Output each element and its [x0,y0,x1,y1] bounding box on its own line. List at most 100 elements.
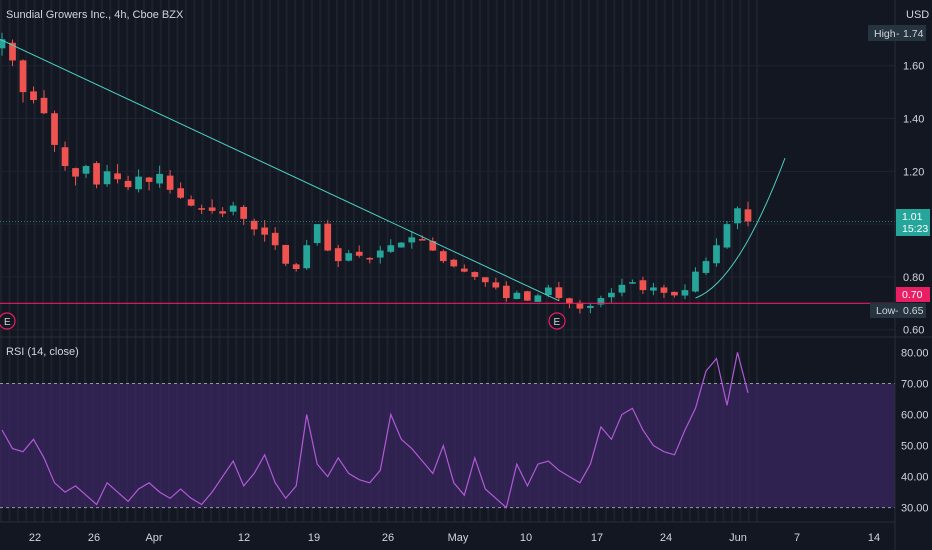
candle-body [334,248,342,262]
candle-body [345,253,353,261]
earnings-marker-2-label: E [554,317,561,328]
candle-body [40,97,48,114]
candle-body [650,287,657,291]
svg-text:-: - [895,305,899,317]
high-tag-label: High [874,28,896,40]
session-stripe [58,0,61,522]
session-stripe [16,0,19,522]
session-stripe [235,0,238,522]
session-stripe [142,0,145,522]
session-stripe [411,0,414,522]
session-stripe [361,0,364,522]
earnings-marker-2[interactable]: E [548,312,566,330]
currency-label: USD [906,9,929,21]
session-stripe [520,0,523,522]
candle-body [502,285,510,299]
candle-body [303,245,311,269]
candle-body [198,208,205,210]
time-tick-label: Jun [729,532,747,544]
session-stripe [193,0,196,522]
session-stripe [529,0,532,522]
session-stripe [436,0,439,522]
candle-body [576,302,584,309]
chart-title: Sundial Growers Inc., 4h, Cboe BZX [6,9,184,21]
rsi-axis-ticks: 30.00 40.00 50.00 60.00 70.00 80.00 [901,347,929,514]
session-stripe [638,0,641,522]
support-tag-value: 0.70 [902,289,923,301]
overlays-group [0,38,895,304]
candle-body [103,171,111,185]
session-stripe [562,0,565,522]
candle-body [166,175,174,190]
rsi-band-group [0,382,895,509]
candle-body [93,163,100,185]
candle-body [681,290,689,296]
candle-body [734,208,741,224]
session-stripe [310,0,313,522]
session-stripe [655,0,658,522]
low-tag: Low - 0.65 [870,303,926,318]
support-tag-bg [896,287,930,302]
session-stripe [184,0,187,522]
rsi-tick-label: 40.00 [901,472,929,484]
session-stripe [344,0,347,522]
last-price-value: 1.01 [902,211,923,223]
candle-body [744,209,752,222]
curve-trendline [695,157,786,299]
session-stripe [25,0,28,522]
candle-body [292,264,300,269]
time-tick-label: 14 [868,532,880,544]
session-stripe [369,0,372,522]
rsi-tick-label: 80.00 [901,347,929,359]
session-stripe [739,0,742,522]
session-stripe [663,0,666,522]
session-stripe [117,0,120,522]
session-stripe [672,0,675,522]
time-tick-label: 24 [660,532,672,544]
candle-body [61,147,69,167]
candle-body [72,168,79,177]
session-stripe [226,0,229,522]
candle-body [135,176,142,190]
candle-body [618,284,626,293]
time-tick-label: Apr [145,532,162,544]
candle-body [124,180,132,188]
session-stripe [478,0,481,522]
candle-body [261,227,269,235]
candle-body [608,292,615,298]
session-stripe [756,0,759,522]
candle-body [145,177,153,182]
candle-body [639,280,647,291]
candle-body [481,277,489,283]
candle-body [51,113,58,145]
session-stripe [67,0,70,522]
candle-body [555,287,563,299]
rsi-line [1,352,749,509]
session-stripe [730,0,733,522]
candle-body [492,282,500,288]
last-price-tag-bg [896,209,930,236]
session-stripe [487,0,490,522]
time-tick-label: 26 [88,532,100,544]
session-stripe [327,0,330,522]
trendline [0,38,560,302]
candle-body [450,259,458,267]
candle-body [282,244,290,264]
session-stripe [394,0,397,522]
session-stripe [462,0,465,522]
session-stripe [747,0,750,522]
candle-body [439,251,447,262]
session-stripe [218,0,221,522]
session-stripe [403,0,406,522]
session-stripe [378,0,381,522]
time-tick-label: 19 [308,532,320,544]
earnings-marker-1-label: E [4,317,11,328]
time-tick-label: 7 [794,532,800,544]
session-stripe [201,0,204,522]
session-stripe [151,0,154,522]
candle-body [355,251,363,256]
candle-body [671,291,678,296]
earnings-marker-1[interactable]: E [0,312,16,330]
session-stripe [697,0,700,522]
high-tag: High - 1.74 [868,25,926,41]
